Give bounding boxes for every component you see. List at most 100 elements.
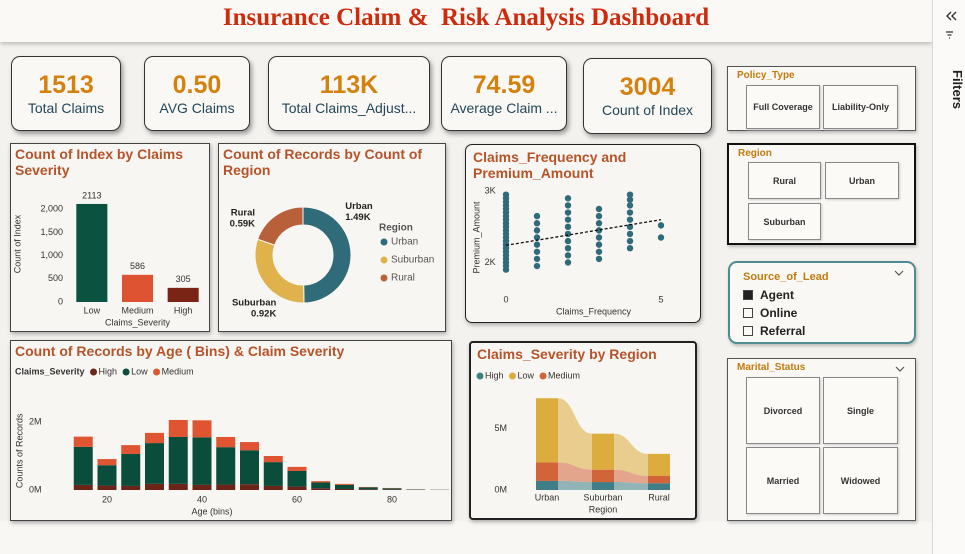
dropdown-icon[interactable] [895,365,905,373]
dashboard-title: Insurance Claim & Risk Analysis Dashboar… [0,0,932,42]
ribbon-column [536,462,558,481]
slicer-option[interactable]: Online [743,304,903,322]
legend-marker [122,368,130,376]
legend-marker [539,372,547,380]
slicer-option[interactable]: Widowed [823,447,898,514]
x-axis-label: Claims_Frequency [556,306,632,316]
slicer: Source_of_Lead Agent Online Referral [728,261,916,344]
scatter-point [626,202,634,209]
slice-label-name: Urban [345,201,373,212]
donut-slice [254,238,305,304]
scatter-point [533,262,541,270]
x-axis-label: Age (bins) [191,506,232,516]
x-tick-label: 60 [292,494,302,504]
bar-segment [263,485,283,490]
scatter-point [564,237,572,245]
slicer: Policy_Type Full Coverage Liability-Only [727,66,916,131]
checkbox[interactable] [743,326,753,336]
slicer-option[interactable]: Suburban [748,203,821,240]
scatter-point [533,227,541,234]
bar-segment [240,450,259,485]
bar-segment [216,484,236,490]
slicer-options: Full Coverage Liability-Only [746,85,898,129]
bar-chart: 0 500 1,000 1,500 2,000 2113 Low 586 Medium 305 Hi… [12,190,199,327]
slicer-option[interactable]: Urban [825,162,899,199]
ribbon-panel: Claims_Severity by Region High Low Medium 0M… [469,341,697,520]
legend-title: Region [379,223,413,234]
scatter-point [626,223,634,230]
kpi-label: AVG Claims [159,100,235,116]
slicer-options: Agent Online Referral [743,286,903,340]
stacked-chart: Claims_Severity High Low Medium 0M 2M 20 40 60 80… [14,366,449,516]
bar-segment [145,443,164,484]
slicer-option[interactable]: Agent [743,286,903,304]
y-tick-label: 5M [494,423,507,433]
bar-segment [358,487,378,490]
kpi-label: Total Claims_Adjust... [281,100,417,116]
ribbon [614,433,648,476]
y-tick-label: 0 [58,296,63,306]
slicer-option[interactable]: Married [746,447,820,514]
y-tick-label: 2M [29,416,42,426]
legend-label: Suburban [391,255,434,266]
ribbon [558,462,592,483]
slicer-option[interactable]: Referral [743,322,903,340]
slicer-option[interactable]: Rural [748,162,821,199]
kpi-label: Average Claim ... [450,100,558,116]
bar-segment [121,453,141,486]
checkbox[interactable] [743,308,753,318]
scatter-point [564,202,572,209]
slicer-title: Source_of_Lead [743,271,829,283]
kpi-value: 3004 [619,73,676,101]
slicer-option[interactable]: Full Coverage [746,85,820,129]
legend-marker [380,274,388,282]
bar-segment [216,447,236,485]
chart-title: Claims_Severity by Region [477,346,657,362]
legend-label: High [99,366,118,376]
x-tick-label: 20 [102,494,112,504]
bar-segment [192,420,212,438]
bar-segment [287,486,307,490]
option-label: Online [760,306,798,320]
scatter-panel: Claims_Frequency and Premium_Amount 2K 3K 0… [465,144,701,323]
kpi-card: 3004 Count of Index [583,58,712,134]
kpi-value: 113K [319,71,379,99]
scatter-point [595,205,603,213]
legend-label: Medium [548,370,580,380]
scatter-chart: 2K 3K 0 5 Claims_Frequency Premium_Amount [471,186,665,316]
ribbon-column [536,398,558,463]
slicer-option[interactable]: Liability-Only [823,85,898,129]
ribbon-column [592,433,614,470]
kpi-value: 74.59 [472,71,536,99]
bar-segment [358,489,378,490]
ribbon-column [648,475,670,484]
slicer: Region Rural Urban Suburban [727,143,916,245]
bar-segment [168,436,188,484]
x-tick-label: Urban [535,492,560,502]
x-tick-label: 5 [658,294,663,304]
bar-segment [311,481,331,483]
chart-title: Count of Index by Claims Severity [15,146,184,178]
ribbon-column [592,469,614,483]
bar-segment [97,459,117,466]
ribbon-column [648,453,670,476]
chart-title: Count of Records by Count of Region [223,146,423,178]
scatter-point [564,230,572,238]
slicer-option[interactable]: Divorced [746,377,820,444]
filters-label[interactable]: Filters [950,70,965,110]
scatter-point [564,195,572,202]
scatter-point [564,252,572,259]
filters-pane: Filters [932,0,965,554]
checkbox[interactable] [743,290,753,300]
scatter-point [564,223,572,230]
scatter-point [657,222,665,229]
kpi-card: 113K Total Claims_Adjust... [268,56,430,131]
dropdown-icon[interactable] [894,269,904,277]
x-tick-label: 0 [503,294,508,304]
pane-icons[interactable] [933,0,965,40]
bar-segment [73,446,93,485]
slicer-options: Rural Urban Suburban [748,162,899,240]
slicer-option[interactable]: Single [823,377,898,444]
kpi-card: 74.59 Average Claim ... [441,56,567,131]
y-tick-label: 0M [494,484,507,494]
